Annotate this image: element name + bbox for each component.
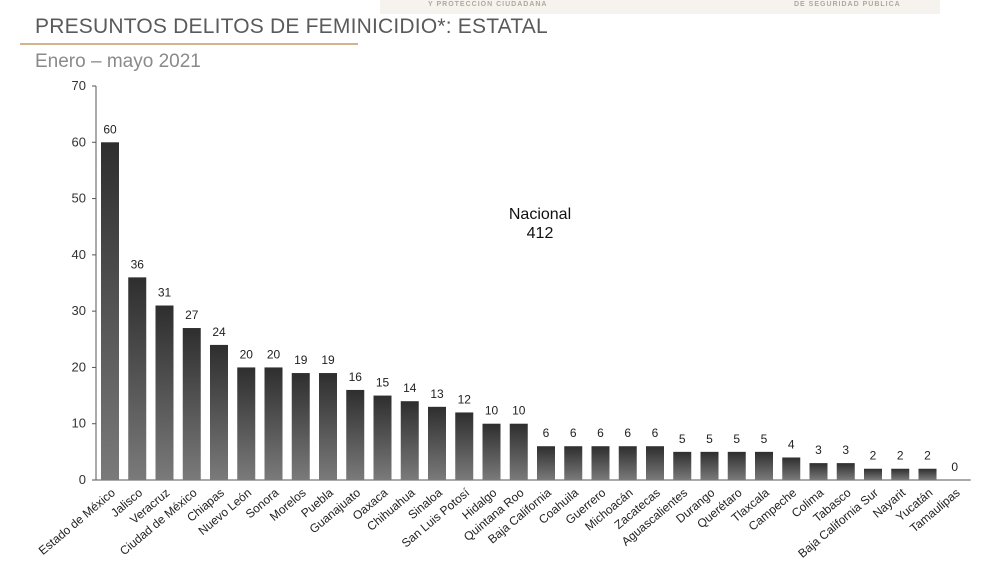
- bar-value-label: 3: [842, 443, 849, 457]
- bar-value-label: 5: [679, 432, 686, 446]
- bar-value-label: 3: [815, 443, 822, 457]
- y-tick-label: 50: [72, 191, 86, 206]
- header-strip-left-text: Y PROTECCIÓN CIUDADANA: [428, 1, 548, 8]
- y-tick-label: 20: [72, 359, 86, 374]
- bar-value-label: 19: [321, 353, 335, 367]
- bar: [509, 423, 528, 480]
- bar: [455, 412, 474, 480]
- bar: [782, 457, 801, 480]
- national-total-value: 412: [526, 225, 554, 242]
- bar: [864, 468, 882, 480]
- bar: [836, 463, 855, 480]
- bar: [182, 328, 201, 480]
- bar: [918, 468, 937, 480]
- bar-value-label: 6: [597, 426, 604, 440]
- y-tick-label: 60: [72, 134, 86, 149]
- header-strip-right-text: DE SEGURIDAD PÚBLICA: [794, 1, 901, 8]
- national-total-annotation: Nacional 412: [470, 205, 610, 243]
- y-tick-label: 40: [72, 247, 86, 262]
- bar-value-label: 19: [294, 353, 308, 367]
- bar-value-label: 2: [897, 449, 904, 463]
- bar-value-label: 2: [924, 449, 931, 463]
- bar-value-label: 6: [652, 426, 659, 440]
- bar-value-label: 5: [733, 432, 740, 446]
- x-category-label: Estado de México: [36, 485, 118, 557]
- bar-value-label: 5: [706, 432, 713, 446]
- bar-value-label: 15: [376, 376, 390, 390]
- bar: [319, 373, 337, 480]
- bar: [428, 406, 446, 480]
- bar: [564, 446, 583, 480]
- bar-value-label: 60: [103, 122, 117, 136]
- bar-value-label: 4: [788, 437, 795, 451]
- bar-value-label: 10: [485, 404, 499, 418]
- bar: [618, 446, 637, 480]
- bar: [482, 423, 501, 480]
- bar: [727, 451, 746, 480]
- bar: [400, 401, 419, 480]
- title-underline: [20, 43, 358, 45]
- page-title: PRESUNTOS DELITOS DE FEMINICIDIO*: ESTAT…: [35, 15, 548, 38]
- bar-value-label: 13: [430, 387, 444, 401]
- bar: [809, 463, 828, 480]
- bar: [264, 367, 283, 480]
- bar-value-label: 6: [624, 426, 631, 440]
- bar: [237, 367, 256, 480]
- bar-value-label: 24: [212, 325, 226, 339]
- bar-value-label: 6: [543, 426, 550, 440]
- bar: [210, 344, 228, 480]
- bar-value-label: 27: [185, 308, 199, 322]
- bar: [646, 446, 664, 480]
- y-tick-label: 10: [72, 416, 86, 431]
- bar: [291, 373, 310, 480]
- y-tick-label: 0: [79, 472, 86, 487]
- bar-value-label: 0: [951, 460, 958, 474]
- bar-value-label: 20: [267, 347, 281, 361]
- bar-value-label: 36: [131, 257, 145, 271]
- bar: [155, 305, 174, 480]
- bar-value-label: 31: [158, 286, 172, 300]
- bar-value-label: 5: [761, 432, 768, 446]
- y-tick-label: 30: [72, 303, 86, 318]
- bar: [101, 142, 119, 481]
- bar: [755, 451, 773, 480]
- bar: [591, 446, 610, 480]
- national-label: Nacional: [508, 206, 572, 223]
- bar: [128, 277, 147, 480]
- bar-value-label: 6: [570, 426, 577, 440]
- bar-value-label: 14: [403, 381, 417, 395]
- bar: [346, 389, 365, 480]
- chart-bars: [101, 142, 937, 481]
- bar-value-label: 2: [870, 449, 877, 463]
- bar: [373, 395, 392, 480]
- bar-value-label: 20: [240, 347, 254, 361]
- bar-value-label: 12: [458, 392, 472, 406]
- page-subtitle: Enero – mayo 2021: [35, 51, 201, 72]
- bar: [537, 446, 555, 480]
- bar: [891, 468, 910, 480]
- bar-value-label: 10: [512, 404, 526, 418]
- y-tick-label: 70: [72, 78, 86, 93]
- bar: [700, 451, 719, 480]
- bar: [673, 451, 692, 480]
- bar-value-label: 16: [349, 370, 363, 384]
- header-logo-strip: Y PROTECCIÓN CIUDADANA DE SEGURIDAD PÚBL…: [380, 0, 940, 14]
